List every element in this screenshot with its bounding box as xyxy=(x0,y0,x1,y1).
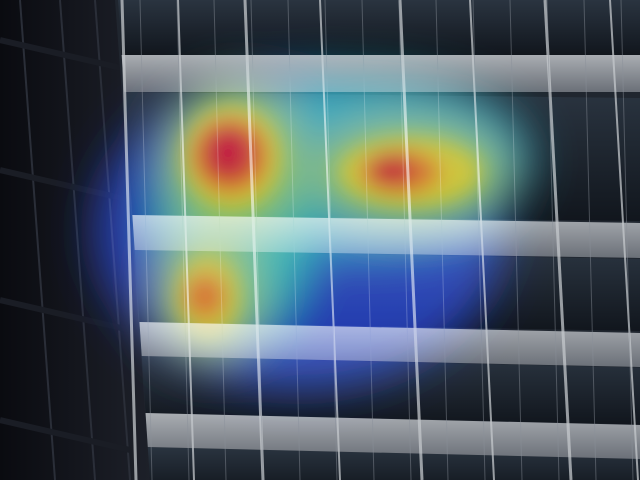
mullion xyxy=(609,0,639,480)
left-wall-ledge xyxy=(0,297,131,333)
mullion-fine xyxy=(546,0,560,480)
left-wall-ledge xyxy=(0,37,131,73)
left-wall xyxy=(0,0,150,480)
floor-band xyxy=(145,413,640,459)
glass-row xyxy=(118,0,640,55)
heat-mid-left-orange xyxy=(185,274,225,318)
left-wall-line xyxy=(19,0,56,480)
left-wall-ledge xyxy=(0,417,131,453)
heatmap-overlay xyxy=(95,70,530,390)
heat-upper-center-red xyxy=(370,154,414,186)
mullion-fine xyxy=(583,0,597,480)
mullion-fine xyxy=(620,0,634,480)
left-wall-lines xyxy=(0,0,131,480)
glass-row xyxy=(147,447,640,480)
left-wall-line xyxy=(59,0,96,480)
mullion-fine xyxy=(509,0,523,480)
mullion xyxy=(543,0,573,480)
heat-upper-left-red xyxy=(202,125,254,181)
